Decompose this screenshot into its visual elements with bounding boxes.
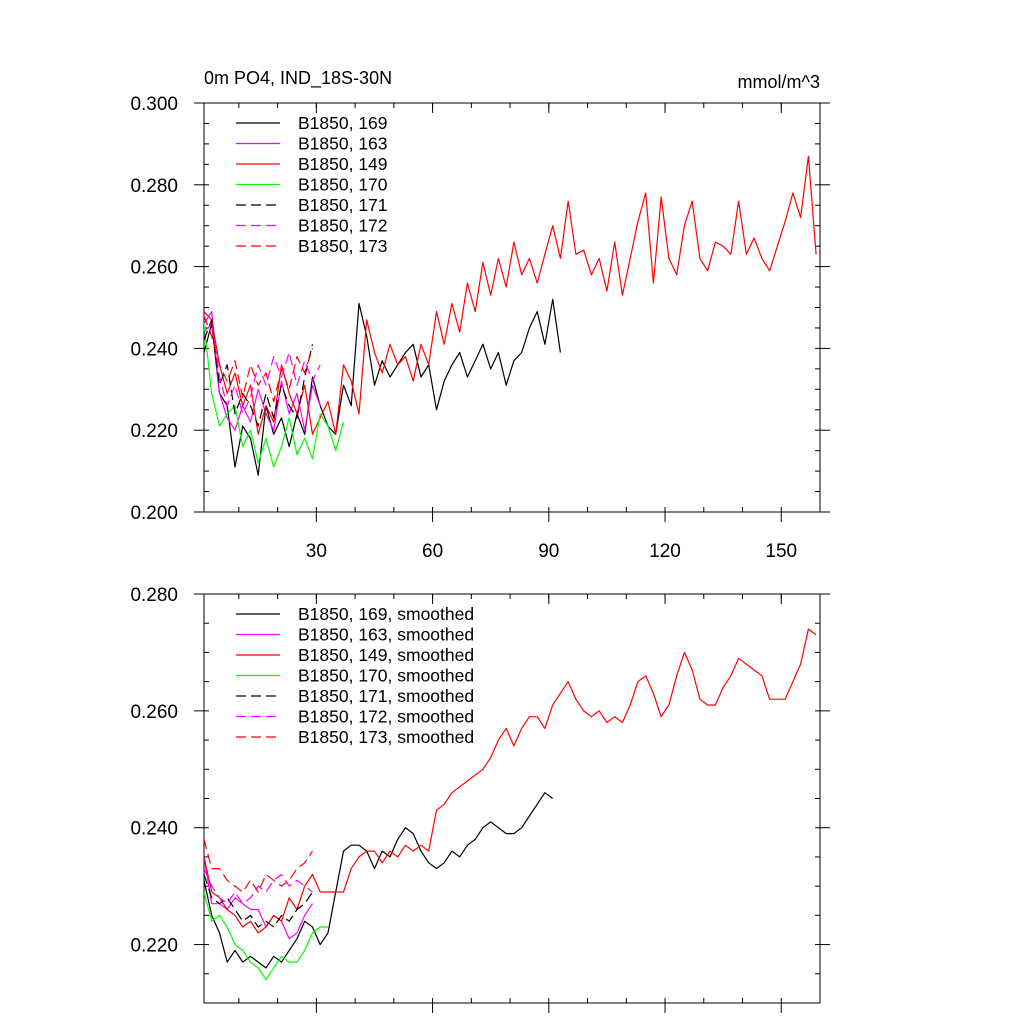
x-tick-label: 120 [649,541,681,562]
y-tick-label: 0.240 [130,819,178,840]
series-line [204,323,321,415]
series-line [204,856,313,940]
y-tick-label: 0.200 [130,503,178,524]
series-line [204,323,345,468]
y-tick-label: 0.280 [130,585,178,606]
legend-entry: B1850, 172 [298,216,388,236]
series-line [204,155,817,435]
legend-entry: B1850, 172, smoothed [298,707,474,727]
series-line [204,891,328,981]
legend-entry: B1850, 173 [298,236,388,256]
y-tick-label: 0.280 [130,176,178,197]
legend-entry: B1850, 149 [298,154,388,174]
series-line [204,315,314,403]
bottom-panel: 0.220 0.240 0.260 0.280 B1850, 169, smoothed… [130,585,830,1013]
series-line [204,628,817,934]
y-tick-label: 0.300 [130,94,178,115]
series-line [204,792,554,969]
legend-entry: B1850, 171 [298,195,388,215]
legend-entry: B1850, 173, smoothed [298,727,474,747]
series-group [204,628,817,981]
y-tick-label: 0.260 [130,702,178,723]
legend-entry: B1850, 163, smoothed [298,625,474,645]
top-panel: 0m PO4, IND_18S-30N mmol/m^3 30 60 90 120 15… [130,68,830,562]
series-line [204,874,313,928]
y-tick-label: 0.220 [130,421,178,442]
x-tick-label: 60 [422,541,443,562]
x-tick-label: 30 [306,541,327,562]
series-line [204,868,313,905]
plot-frame [203,593,821,1004]
series-line [204,319,314,427]
legend-entry: B1850, 169 [298,113,388,133]
legend-entry: B1850, 171, smoothed [298,686,474,706]
series-line [204,839,313,893]
legend-entry: B1850, 170 [298,175,388,195]
y-tick-label: 0.260 [130,258,178,279]
legend-entry: B1850, 169, smoothed [298,604,474,624]
legend-entry: B1850, 163 [298,134,388,154]
chart-units: mmol/m^3 [738,72,820,92]
x-tick-label: 150 [765,541,797,562]
y-tick-label: 0.220 [130,936,178,957]
series-group [204,155,817,476]
series-line [204,311,321,431]
x-tick-label: 90 [538,541,559,562]
legend-entry: B1850, 170, smoothed [298,666,474,686]
legend-entry: B1850, 149, smoothed [298,645,474,665]
series-line [204,298,561,476]
chart-title: 0m PO4, IND_18S-30N [204,68,392,89]
y-tick-label: 0.240 [130,339,178,360]
